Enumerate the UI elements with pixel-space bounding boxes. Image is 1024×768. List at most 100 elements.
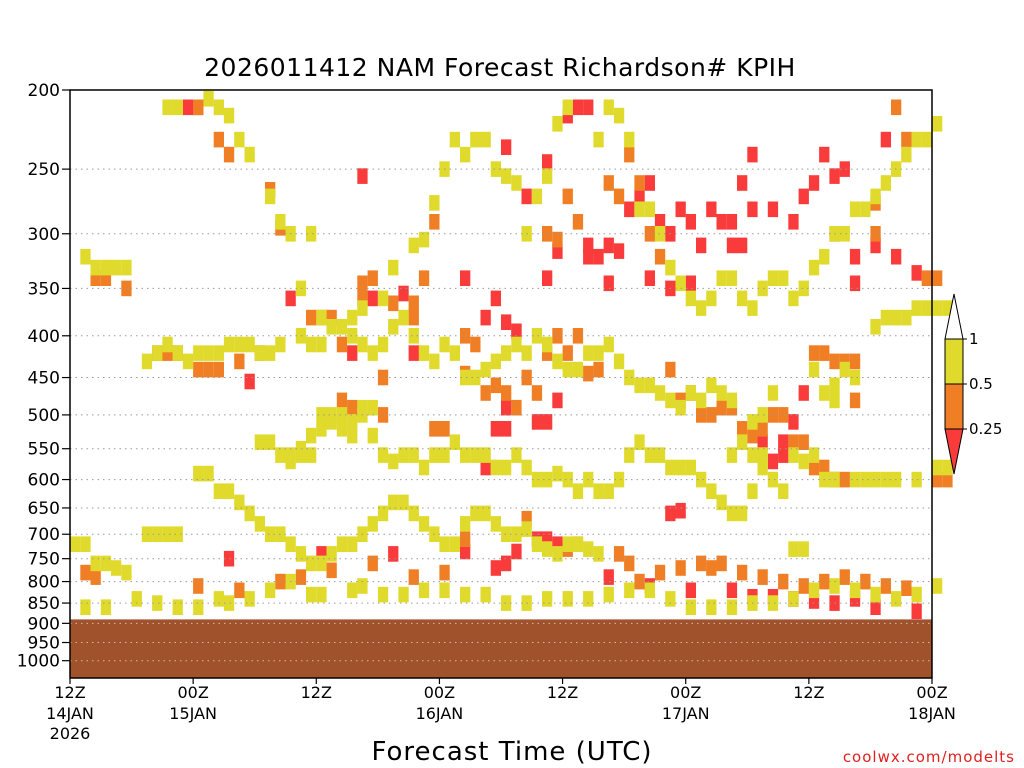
ri-cell <box>398 447 409 463</box>
ri-cell <box>716 385 727 401</box>
ri-cell <box>542 336 553 353</box>
ri-cell <box>634 201 645 218</box>
ri-cell <box>418 231 430 248</box>
legend-swatch <box>944 383 964 430</box>
ri-cell <box>162 336 173 353</box>
ri-cell <box>849 392 861 409</box>
ri-cell <box>624 131 635 148</box>
ri-cell <box>665 259 676 276</box>
ri-cell <box>152 526 163 542</box>
y-tick-label: 550 <box>28 440 60 460</box>
ri-cell <box>460 328 471 344</box>
ri-cell <box>603 237 614 254</box>
ri-cell <box>121 564 132 581</box>
ri-cell <box>675 201 686 218</box>
ri-cell <box>398 494 409 511</box>
ri-cell <box>531 414 543 430</box>
ri-cell <box>418 459 430 476</box>
ri-cell <box>685 214 696 230</box>
ri-cell <box>911 131 922 148</box>
ri-cell <box>152 595 163 611</box>
ri-cell <box>306 336 317 353</box>
ri-cell <box>357 300 368 316</box>
ri-cell <box>747 427 758 444</box>
legend-label: 1 <box>969 330 979 348</box>
ri-cell <box>757 421 768 437</box>
ri-cell <box>932 471 943 488</box>
ri-cell <box>634 188 645 205</box>
ri-cell <box>726 237 738 254</box>
ri-cell <box>572 536 584 552</box>
ri-cell <box>942 300 953 316</box>
ri-cell <box>162 99 173 116</box>
chart-title: 2026011412 NAM Forecast Richardson# KPIH <box>204 53 796 82</box>
ri-cell <box>583 248 594 265</box>
ri-cell <box>726 214 738 230</box>
ri-cell <box>747 414 758 430</box>
ri-cell <box>572 328 584 344</box>
ri-cell <box>377 586 389 603</box>
ri-cell <box>901 309 912 326</box>
ri-cell <box>326 546 337 562</box>
ri-cell <box>501 459 512 476</box>
y-tick-label: 900 <box>28 614 60 634</box>
ri-cell <box>367 516 378 532</box>
ri-cell <box>244 591 255 607</box>
ri-cell <box>429 353 440 370</box>
ri-cell <box>778 483 789 499</box>
ri-cell <box>460 516 471 532</box>
ri-cell <box>460 270 471 286</box>
ri-cell <box>644 377 655 394</box>
ri-cell <box>357 336 368 353</box>
ri-cell <box>172 599 183 615</box>
ri-cell <box>367 345 378 361</box>
ri-cell <box>213 483 224 499</box>
ri-cell <box>121 259 132 276</box>
ri-cell <box>901 146 912 163</box>
ri-cell <box>347 582 358 599</box>
ri-cell <box>531 328 543 344</box>
ri-cell <box>223 483 235 499</box>
ri-cell <box>654 447 666 463</box>
ri-cell <box>213 131 224 148</box>
ri-cell <box>870 599 881 615</box>
ri-cell <box>295 280 307 297</box>
ri-cell <box>808 175 820 191</box>
ri-cell <box>747 483 758 499</box>
ri-cell <box>593 248 604 265</box>
ri-cell <box>552 116 563 132</box>
x-tick-time: 00Z <box>177 683 208 702</box>
ri-cell <box>798 453 809 470</box>
ri-cell <box>942 471 953 488</box>
ri-cell <box>624 447 635 463</box>
ri-cell <box>778 407 789 423</box>
ri-cell <box>562 471 573 488</box>
ri-cell <box>572 214 584 230</box>
ri-cell <box>654 248 666 265</box>
ri-cell <box>932 116 943 132</box>
ri-cell <box>870 319 881 335</box>
ri-cell <box>798 188 809 205</box>
ri-cell <box>480 447 491 463</box>
ri-cell <box>829 377 840 394</box>
ri-cell <box>388 295 399 312</box>
ri-cell <box>429 214 440 230</box>
ri-cell <box>860 471 871 488</box>
ri-cell <box>367 427 378 444</box>
ri-cell <box>613 546 625 562</box>
ri-cell <box>696 392 707 409</box>
ri-cell <box>911 603 922 620</box>
ri-cell <box>377 505 389 522</box>
ri-cell <box>295 328 307 344</box>
ri-cell <box>696 237 707 254</box>
ri-cell <box>336 407 348 423</box>
ri-cell <box>757 434 768 450</box>
ri-cell <box>439 536 450 552</box>
ri-cell <box>90 569 101 585</box>
ri-cell <box>562 99 573 116</box>
ri-cell <box>767 471 779 488</box>
ri-cell <box>398 309 409 326</box>
ri-cell <box>80 564 91 581</box>
ri-cell <box>634 573 645 590</box>
ri-cell <box>747 201 758 218</box>
